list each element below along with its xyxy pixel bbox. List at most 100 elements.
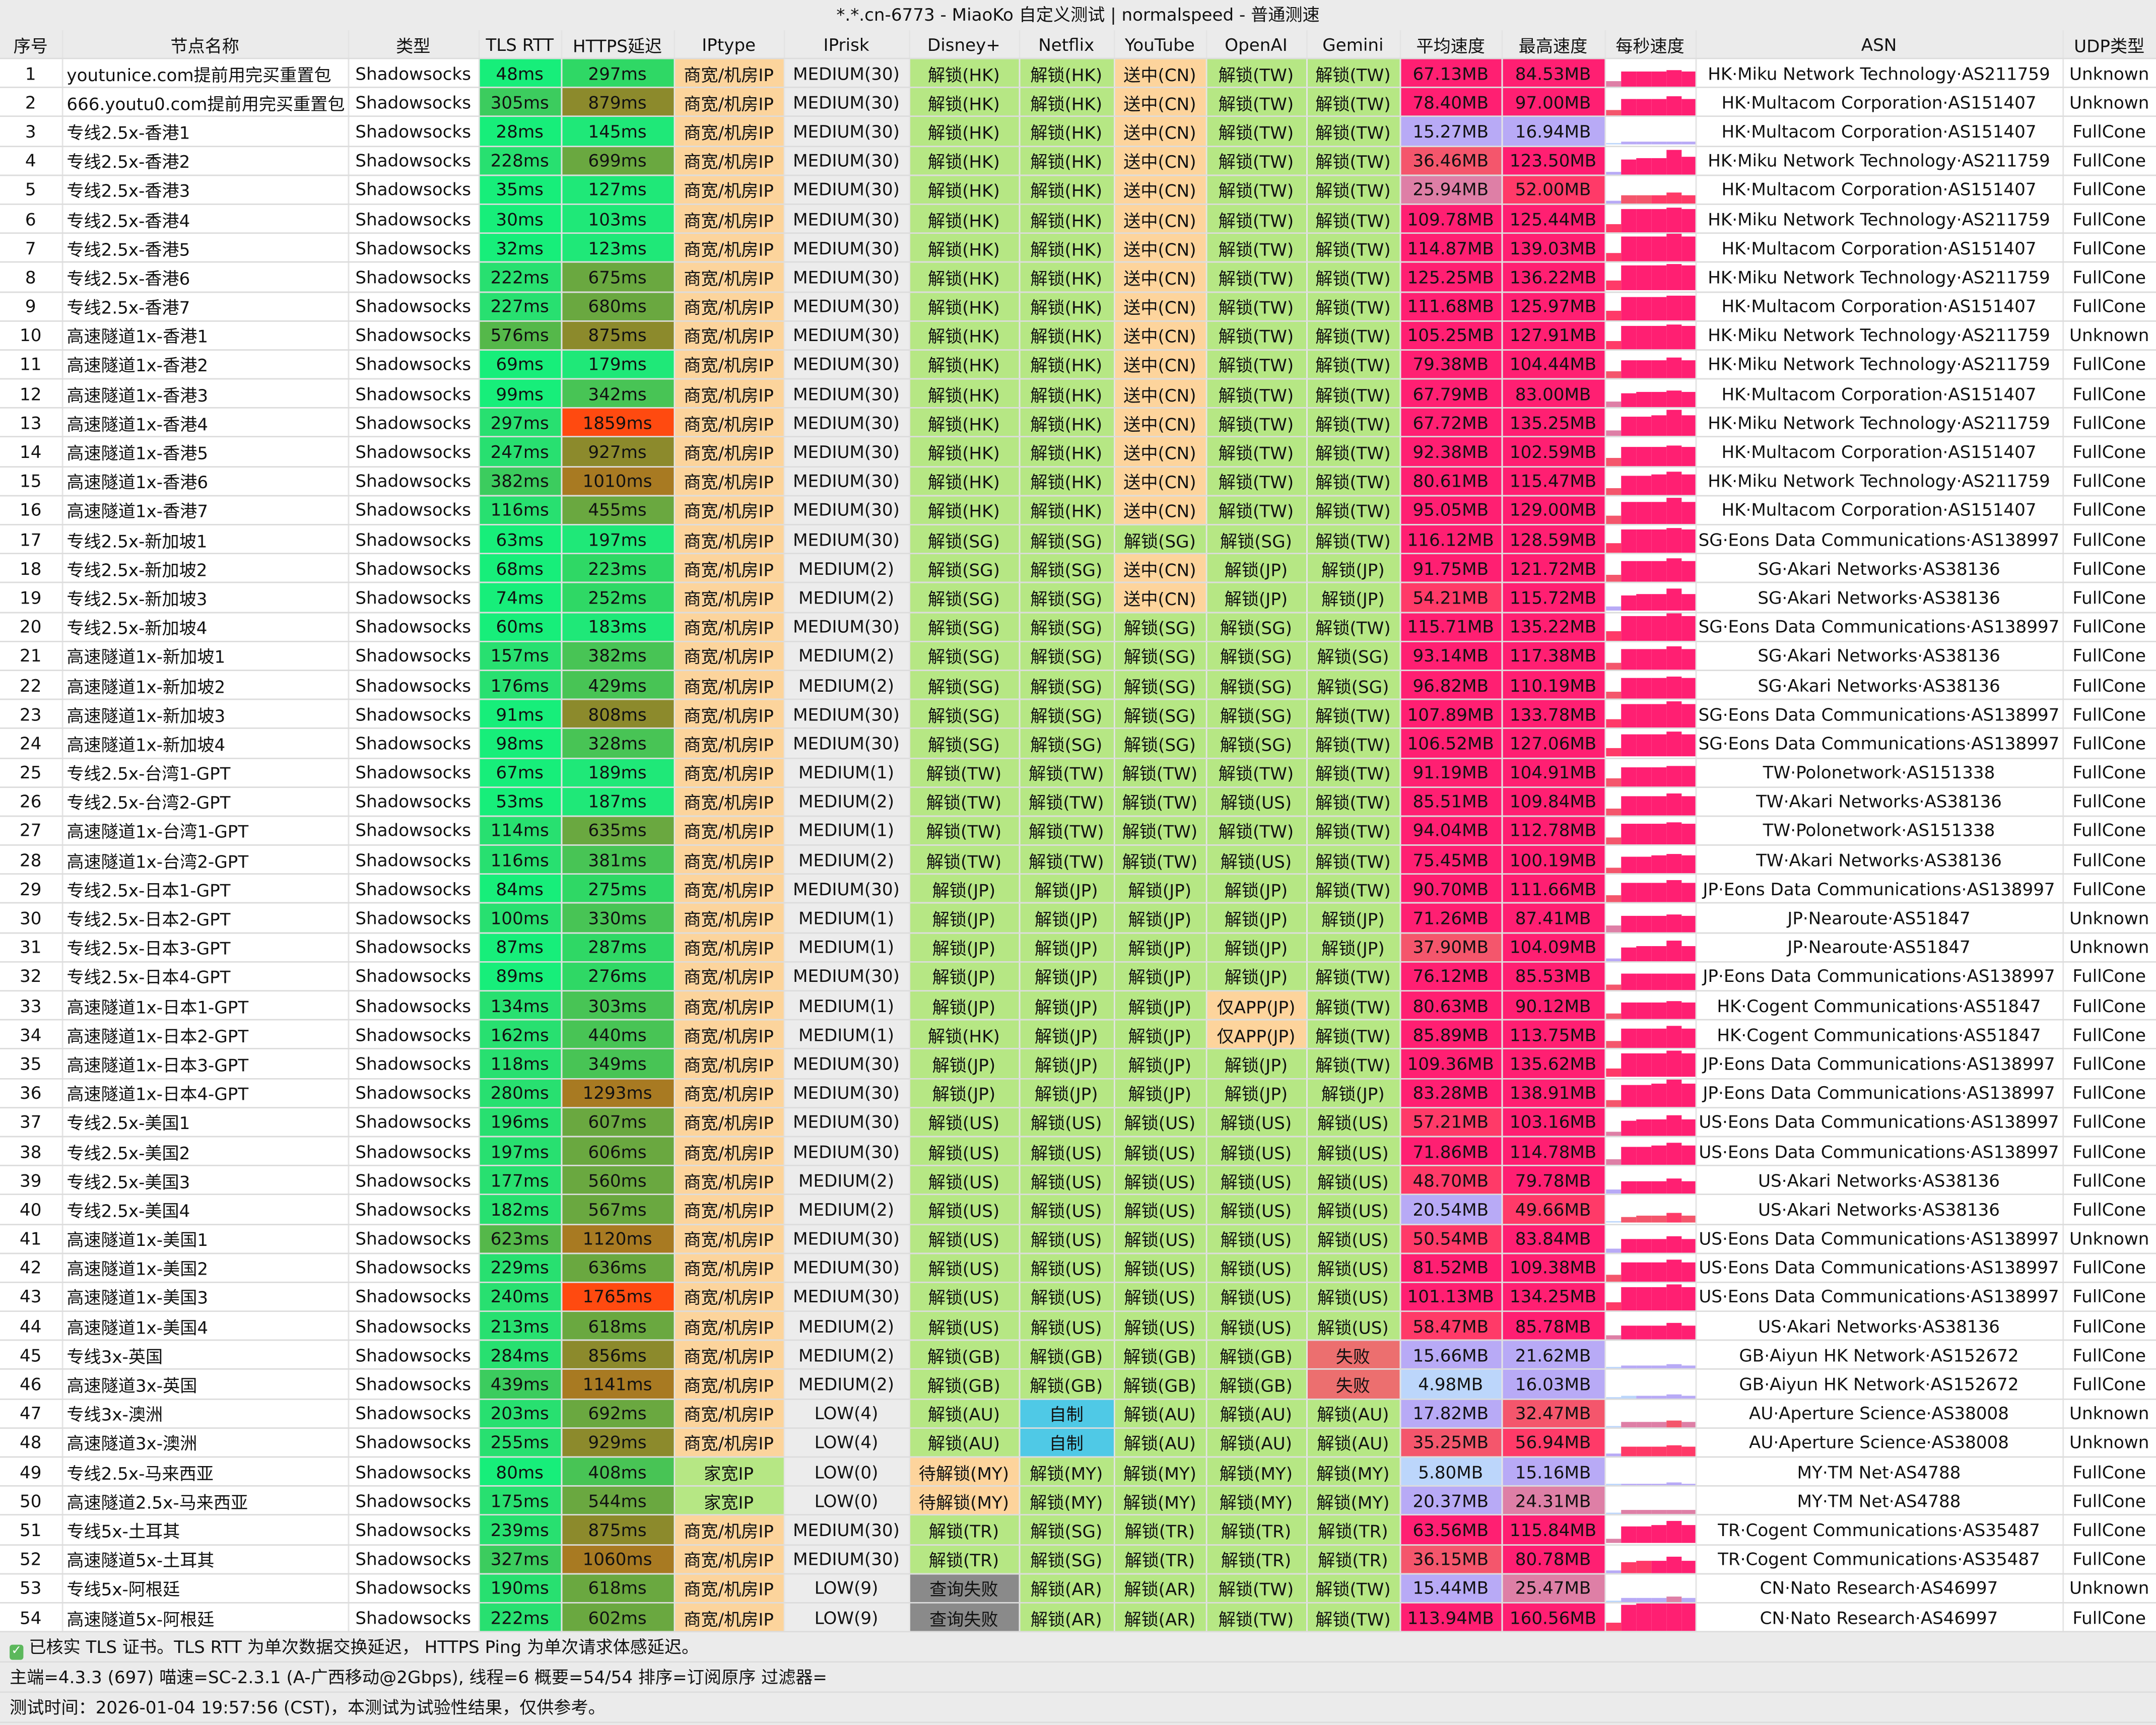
table-row[interactable]: 26 专线2.5x-台湾2-GPT Shadowsocks 53ms 187ms 商宽/机… [0,786,2156,817]
col-gemini-header[interactable]: Gemini [1306,30,1401,59]
table-row[interactable]: 19 专线2.5x-新加坡3 Shadowsocks 74ms 252ms 商宽/机房IP… [0,583,2156,613]
col-udp-type-header[interactable]: UDP类型 [2062,30,2156,59]
col-type-header[interactable]: 类型 [348,30,480,59]
col-tls-rtt-header[interactable]: TLS RTT [478,30,562,59]
speed-bar [1680,1216,1694,1223]
table-row[interactable]: 4 专线2.5x-香港2 Shadowsocks 228ms 699ms 商宽/机房IP M… [0,146,2156,176]
speed-bar [1680,1053,1694,1077]
table-row[interactable]: 13 高速隧道1x-香港4 Shadowsocks 297ms 1859ms 商宽/机房I… [0,408,2156,438]
speed-bar [1635,475,1651,494]
openai-cell: 解锁(MY) [1205,1486,1307,1516]
table-row[interactable]: 48 高速隧道3x-澳洲 Shadowsocks 255ms 929ms 商宽/机房IP L… [0,1428,2156,1458]
col-openai-header[interactable]: OpenAI [1205,30,1307,59]
table-row[interactable]: 34 高速隧道1x-日本2-GPT Shadowsocks 162ms 440ms 商宽/… [0,1020,2156,1050]
col-https-latency-header[interactable]: HTTPS延迟 [561,30,675,59]
table-row[interactable]: 30 专线2.5x-日本2-GPT Shadowsocks 100ms 330ms 商宽/… [0,903,2156,934]
table-row[interactable]: 35 高速隧道1x-日本3-GPT Shadowsocks 118ms 349ms 商宽/… [0,1049,2156,1079]
table-row[interactable]: 20 专线2.5x-新加坡4 Shadowsocks 60ms 183ms 商宽/机房IP… [0,612,2156,642]
name-cell: 专线2.5x-香港1 [61,116,349,147]
table-row[interactable]: 3 专线2.5x-香港1 Shadowsocks 28ms 145ms 商宽/机房IP ME… [0,116,2156,147]
speed-bar [1650,157,1666,174]
table-row[interactable]: 41 高速隧道1x-美国1 Shadowsocks 623ms 1120ms 商宽/机房I… [0,1224,2156,1254]
table-row[interactable]: 32 专线2.5x-日本4-GPT Shadowsocks 89ms 276ms 商宽/机… [0,961,2156,992]
table-row[interactable]: 11 高速隧道1x-香港2 Shadowsocks 69ms 179ms 商宽/机房IP M… [0,350,2156,380]
speed-bar [1680,1396,1694,1398]
table-row[interactable]: 10 高速隧道1x-香港1 Shadowsocks 576ms 875ms 商宽/机房IP… [0,320,2156,351]
table-row[interactable]: 37 专线2.5x-美国1 Shadowsocks 196ms 607ms 商宽/机房IP… [0,1107,2156,1138]
name-cell: 专线2.5x-香港2 [61,146,349,176]
table-row[interactable]: 2 666.youtu0.com提前用完买重置包 Shadowsocks 305ms 8… [0,87,2156,118]
table-row[interactable]: 50 高速隧道2.5x-马来西亚 Shadowsocks 175ms 544ms 家宽IP… [0,1486,2156,1516]
index-cell: 13 [0,408,63,438]
col-iprisk-header[interactable]: IPrisk [783,30,910,59]
table-row[interactable]: 23 高速隧道1x-新加坡3 Shadowsocks 91ms 808ms 商宽/机房IP… [0,699,2156,729]
table-row[interactable]: 38 专线2.5x-美国2 Shadowsocks 197ms 606ms 商宽/机房IP… [0,1136,2156,1167]
table-row[interactable]: 42 高速隧道1x-美国2 Shadowsocks 229ms 636ms 商宽/机房IP… [0,1253,2156,1283]
col-netflix-header[interactable]: Netflix [1019,30,1115,59]
col-avg-speed-header[interactable]: 平均速度 [1399,30,1503,59]
table-row[interactable]: 17 专线2.5x-新加坡1 Shadowsocks 63ms 197ms 商宽/机房IP… [0,524,2156,555]
table-row[interactable]: 24 高速隧道1x-新加坡4 Shadowsocks 98ms 328ms 商宽/机房IP… [0,728,2156,759]
col-max-speed-header[interactable]: 最高速度 [1501,30,1605,59]
netflix-cell: 解锁(HK) [1019,350,1115,380]
table-row[interactable]: 16 高速隧道1x-香港7 Shadowsocks 116ms 455ms 商宽/机房IP… [0,495,2156,525]
https-latency-cell: 103ms [561,204,675,234]
table-row[interactable]: 54 高速隧道5x-阿根廷 Shadowsocks 222ms 602ms 商宽/机房IP… [0,1603,2156,1633]
table-row[interactable]: 27 高速隧道1x-台湾1-GPT Shadowsocks 114ms 635ms 商宽/… [0,816,2156,846]
table-row[interactable]: 29 专线2.5x-日本1-GPT Shadowsocks 84ms 275ms 商宽/机… [0,874,2156,904]
table-row[interactable]: 44 高速隧道1x-美国4 Shadowsocks 213ms 618ms 商宽/机房IP… [0,1311,2156,1342]
table-row[interactable]: 46 高速隧道3x-英国 Shadowsocks 439ms 1141ms 商宽/机房IP… [0,1369,2156,1400]
table-row[interactable]: 33 高速隧道1x-日本1-GPT Shadowsocks 134ms 303ms 商宽/… [0,990,2156,1021]
speed-bar [1620,734,1636,757]
table-row[interactable]: 36 高速隧道1x-日本4-GPT Shadowsocks 280ms 1293ms 商宽… [0,1078,2156,1108]
col-name-header[interactable]: 节点名称 [61,30,349,59]
col-disney-header[interactable]: Disney+ [909,30,1020,59]
table-row[interactable]: 8 专线2.5x-香港6 Shadowsocks 222ms 675ms 商宽/机房IP M… [0,262,2156,293]
table-row[interactable]: 25 专线2.5x-台湾1-GPT Shadowsocks 67ms 189ms 商宽/机… [0,758,2156,788]
name-cell: 专线2.5x-日本2-GPT [61,903,349,934]
table-row[interactable]: 47 专线3x-澳洲 Shadowsocks 203ms 692ms 商宽/机房IP LOW… [0,1399,2156,1429]
col-youtube-header[interactable]: YouTube [1113,30,1207,59]
speed-bar [1680,734,1694,757]
table-row[interactable]: 15 高速隧道1x-香港6 Shadowsocks 382ms 1010ms 商宽/机房I… [0,466,2156,496]
table-row[interactable]: 53 专线5x-阿根廷 Shadowsocks 190ms 618ms 商宽/机房IP LO… [0,1573,2156,1604]
speed-bar [1680,142,1694,145]
table-row[interactable]: 6 专线2.5x-香港4 Shadowsocks 30ms 103ms 商宽/机房IP ME… [0,204,2156,234]
https-latency-cell: 606ms [561,1136,675,1167]
table-row[interactable]: 21 高速隧道1x-新加坡1 Shadowsocks 157ms 382ms 商宽/机房I… [0,641,2156,671]
speed-bar [1680,296,1694,319]
netflix-cell: 解锁(JP) [1019,1049,1115,1079]
table-row[interactable]: 22 高速隧道1x-新加坡2 Shadowsocks 176ms 429ms 商宽/机房I… [0,670,2156,700]
avg-speed-cell: 125.25MB [1399,262,1503,293]
speed-bar [1605,109,1621,115]
avg-speed-cell: 17.82MB [1399,1399,1503,1429]
speed-bar [1680,974,1694,989]
speed-bar [1665,701,1681,727]
col-per-second-speed-header[interactable]: 每秒速度 [1604,30,1696,59]
table-row[interactable]: 40 专线2.5x-美国4 Shadowsocks 182ms 567ms 商宽/机房IP… [0,1195,2156,1225]
col-index-header[interactable]: 序号 [0,30,63,59]
col-asn-header[interactable]: ASN [1695,30,2063,59]
netflix-cell: 解锁(AR) [1019,1573,1115,1604]
table-row[interactable]: 7 专线2.5x-香港5 Shadowsocks 32ms 123ms 商宽/机房IP ME… [0,233,2156,263]
table-row[interactable]: 52 高速隧道5x-土耳其 Shadowsocks 327ms 1060ms 商宽/机房I… [0,1544,2156,1574]
table-row[interactable]: 39 专线2.5x-美国3 Shadowsocks 177ms 560ms 商宽/机房IP… [0,1165,2156,1196]
col-iptype-header[interactable]: IPtype [673,30,785,59]
table-row[interactable]: 28 高速隧道1x-台湾2-GPT Shadowsocks 116ms 381ms 商宽/… [0,845,2156,875]
table-row[interactable]: 18 专线2.5x-新加坡2 Shadowsocks 68ms 223ms 商宽/机房IP… [0,554,2156,584]
speed-bar [1650,1028,1666,1048]
table-row[interactable]: 9 专线2.5x-香港7 Shadowsocks 227ms 680ms 商宽/机房IP M… [0,291,2156,321]
table-row[interactable]: 5 专线2.5x-香港3 Shadowsocks 35ms 127ms 商宽/机房IP ME… [0,175,2156,205]
table-row[interactable]: 43 高速隧道1x-美国3 Shadowsocks 240ms 1765ms 商宽/机房I… [0,1282,2156,1312]
table-row[interactable]: 49 专线2.5x-马来西亚 Shadowsocks 80ms 408ms 家宽IP LOW… [0,1457,2156,1487]
table-row[interactable]: 31 专线2.5x-日本3-GPT Shadowsocks 87ms 287ms 商宽/机… [0,933,2156,963]
table-row[interactable]: 1 youtunice.com提前用完买重置包 Shadowsocks 48ms 297… [0,58,2156,89]
openai-cell: 解锁(GB) [1205,1369,1307,1400]
iptype-cell: 商宽/机房IP [673,1399,785,1429]
table-row[interactable]: 45 专线3x-英国 Shadowsocks 284ms 856ms 商宽/机房IP MED… [0,1340,2156,1370]
table-row[interactable]: 14 高速隧道1x-香港5 Shadowsocks 247ms 927ms 商宽/机房IP… [0,437,2156,468]
openai-cell: 解锁(TR) [1205,1544,1307,1574]
table-row[interactable]: 51 专线5x-土耳其 Shadowsocks 239ms 875ms 商宽/机房IP ME… [0,1515,2156,1545]
table-row[interactable]: 12 高速隧道1x-香港3 Shadowsocks 99ms 342ms 商宽/机房IP M… [0,379,2156,409]
speed-bar [1665,646,1681,669]
